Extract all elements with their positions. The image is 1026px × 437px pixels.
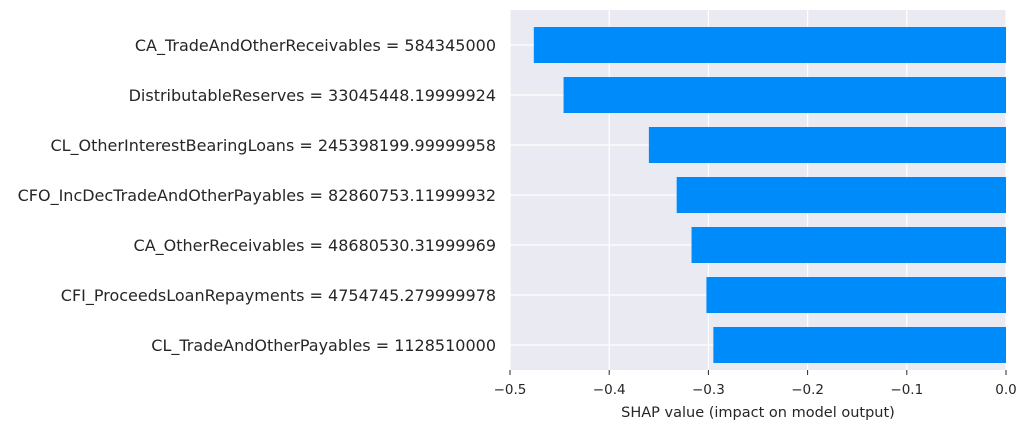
bar [648, 127, 1006, 163]
bar [691, 227, 1006, 263]
bar [533, 27, 1006, 63]
x-tick-label: −0.1 [890, 382, 923, 398]
x-tick-label: −0.4 [593, 382, 626, 398]
category-label: CL_TradeAndOtherPayables = 1128510000 [151, 336, 496, 356]
x-axis-label: SHAP value (impact on model output) [621, 405, 895, 421]
x-tick-label: −0.5 [494, 382, 527, 398]
bars [533, 27, 1006, 363]
bar [713, 327, 1006, 363]
bar [706, 277, 1006, 313]
bar [563, 77, 1006, 113]
bar [676, 177, 1006, 213]
category-label: CL_OtherInterestBearingLoans = 245398199… [50, 136, 496, 156]
category-label: CA_TradeAndOtherReceivables = 584345000 [135, 36, 496, 56]
category-label: CFI_ProceedsLoanRepayments = 4754745.279… [61, 286, 496, 306]
x-tick-label: 0.0 [995, 382, 1016, 398]
x-axis-ticks: −0.5 −0.4 −0.3 −0.2 −0.1 0.0 [494, 370, 1017, 398]
x-tick-label: −0.3 [692, 382, 725, 398]
category-label: CFO_IncDecTradeAndOtherPayables = 828607… [18, 186, 496, 206]
category-label: DistributableReserves = 33045448.1999992… [129, 86, 496, 105]
x-tick-label: −0.2 [791, 382, 824, 398]
category-label: CA_OtherReceivables = 48680530.31999969 [134, 236, 496, 256]
category-labels: CA_TradeAndOtherReceivables = 584345000 D… [18, 36, 496, 356]
